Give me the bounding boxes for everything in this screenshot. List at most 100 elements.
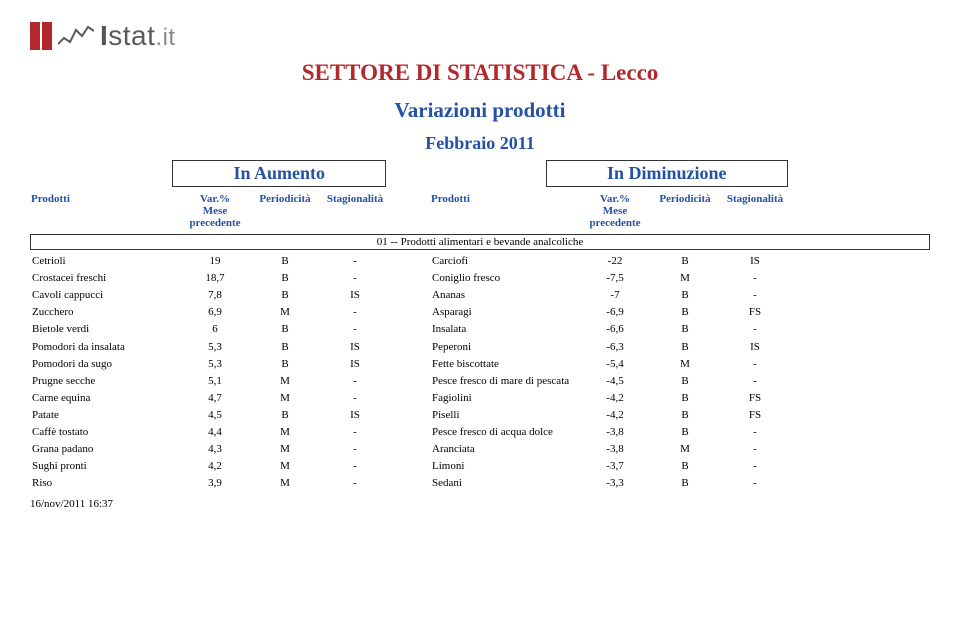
cell-r-p: B xyxy=(650,287,720,304)
cell-r-s: - xyxy=(720,373,790,390)
cell-l-n: Bietole verdi xyxy=(30,321,180,338)
cell-l-p: M xyxy=(250,424,320,441)
cell-l-v: 4,4 xyxy=(180,424,250,441)
cell-r-p: B xyxy=(650,321,720,338)
cell-l-v: 18,7 xyxy=(180,270,250,287)
cell-r-n: Coniglio fresco xyxy=(430,270,580,287)
cell-r-p: B xyxy=(650,475,720,492)
direction-boxes: In Aumento In Diminuzione xyxy=(30,160,930,187)
logo-bar-icon xyxy=(30,22,40,50)
cell-r-s: - xyxy=(720,356,790,373)
cell-l-s: - xyxy=(320,253,390,270)
cell-l-n: Grana padano xyxy=(30,441,180,458)
cell-l-p: M xyxy=(250,441,320,458)
cell-r-p: B xyxy=(650,390,720,407)
cell-r-n: Limoni xyxy=(430,458,580,475)
table-row: Riso3,9M-Sedani-3,3B- xyxy=(30,475,930,492)
cell-r-p: B xyxy=(650,253,720,270)
cell-l-s: - xyxy=(320,458,390,475)
cell-r-n: Pesce fresco di mare di pescata xyxy=(430,373,580,390)
cell-l-n: Riso xyxy=(30,475,180,492)
cell-r-s: IS xyxy=(720,253,790,270)
cell-r-p: B xyxy=(650,339,720,356)
cell-l-p: B xyxy=(250,270,320,287)
logo-bars xyxy=(30,22,52,50)
logo-text-dotit: .it xyxy=(155,24,175,51)
cell-r-s: - xyxy=(720,458,790,475)
cell-spacer xyxy=(390,304,430,321)
cell-l-p: M xyxy=(250,373,320,390)
cell-r-n: Peperoni xyxy=(430,339,580,356)
cell-r-s: - xyxy=(720,441,790,458)
cell-l-v: 19 xyxy=(180,253,250,270)
table-row: Patate4,5BISPiselli-4,2BFS xyxy=(30,407,930,424)
table-row: Grana padano4,3M-Aranciata-3,8M- xyxy=(30,441,930,458)
table-row: Carne equina4,7M-Fagiolini-4,2BFS xyxy=(30,390,930,407)
cell-l-p: M xyxy=(250,458,320,475)
hdr-var-right: Var.% Mese precedente xyxy=(580,191,650,231)
cell-r-v: -3,8 xyxy=(580,424,650,441)
cell-r-p: B xyxy=(650,407,720,424)
cell-spacer xyxy=(390,390,430,407)
logo-bar-icon xyxy=(42,22,52,50)
cell-spacer xyxy=(390,253,430,270)
cell-l-n: Carne equina xyxy=(30,390,180,407)
cell-l-p: B xyxy=(250,321,320,338)
cell-spacer xyxy=(390,321,430,338)
logo-text: Istat.it xyxy=(100,20,176,52)
cell-r-v: -4,2 xyxy=(580,407,650,424)
cell-l-p: B xyxy=(250,287,320,304)
cell-spacer xyxy=(390,424,430,441)
cell-r-n: Aranciata xyxy=(430,441,580,458)
cell-r-s: FS xyxy=(720,390,790,407)
cell-l-s: - xyxy=(320,390,390,407)
table-row: Zucchero6,9M-Asparagi-6,9BFS xyxy=(30,304,930,321)
table-row: Prugne secche5,1M-Pesce fresco di mare d… xyxy=(30,373,930,390)
cell-r-v: -4,2 xyxy=(580,390,650,407)
cell-l-v: 7,8 xyxy=(180,287,250,304)
cell-r-n: Ananas xyxy=(430,287,580,304)
cell-r-s: FS xyxy=(720,407,790,424)
cell-r-p: B xyxy=(650,373,720,390)
cell-r-v: -6,9 xyxy=(580,304,650,321)
cell-l-s: - xyxy=(320,424,390,441)
table-row: Sughi pronti4,2M-Limoni-3,7B- xyxy=(30,458,930,475)
cell-l-p: M xyxy=(250,475,320,492)
cell-r-p: B xyxy=(650,424,720,441)
cell-r-p: M xyxy=(650,270,720,287)
cell-r-p: M xyxy=(650,441,720,458)
cell-r-v: -7 xyxy=(580,287,650,304)
cell-l-n: Caffè tostato xyxy=(30,424,180,441)
cell-r-n: Piselli xyxy=(430,407,580,424)
cell-l-n: Crostacei freschi xyxy=(30,270,180,287)
cell-spacer xyxy=(390,270,430,287)
table-row: Bietole verdi6B-Insalata-6,6B- xyxy=(30,321,930,338)
cell-l-s: IS xyxy=(320,356,390,373)
increase-box: In Aumento xyxy=(172,160,386,187)
cell-l-p: B xyxy=(250,253,320,270)
cell-l-v: 5,3 xyxy=(180,356,250,373)
cell-spacer xyxy=(390,287,430,304)
cell-r-n: Carciofi xyxy=(430,253,580,270)
hdr-periodicita-right: Periodicità xyxy=(650,191,720,231)
cell-r-n: Sedani xyxy=(430,475,580,492)
cell-l-s: - xyxy=(320,304,390,321)
cell-l-v: 4,7 xyxy=(180,390,250,407)
category-header: 01 -- Prodotti alimentari e bevande anal… xyxy=(30,234,930,250)
cell-r-v: -7,5 xyxy=(580,270,650,287)
cell-r-s: - xyxy=(720,475,790,492)
cell-r-v: -22 xyxy=(580,253,650,270)
cell-r-v: -5,4 xyxy=(580,356,650,373)
cell-l-p: B xyxy=(250,356,320,373)
cell-l-n: Cavoli cappucci xyxy=(30,287,180,304)
cell-r-s: - xyxy=(720,424,790,441)
cell-l-n: Pomodori da sugo xyxy=(30,356,180,373)
cell-l-n: Cetrioli xyxy=(30,253,180,270)
cell-r-p: B xyxy=(650,458,720,475)
cell-l-v: 6,9 xyxy=(180,304,250,321)
cell-l-p: B xyxy=(250,339,320,356)
table-row: Pomodori da sugo5,3BISFette biscottate-5… xyxy=(30,356,930,373)
table-row: Pomodori da insalata5,3BISPeperoni-6,3BI… xyxy=(30,339,930,356)
hdr-prodotti-right: Prodotti xyxy=(430,191,580,231)
hdr-prodotti-left: Prodotti xyxy=(30,191,180,231)
